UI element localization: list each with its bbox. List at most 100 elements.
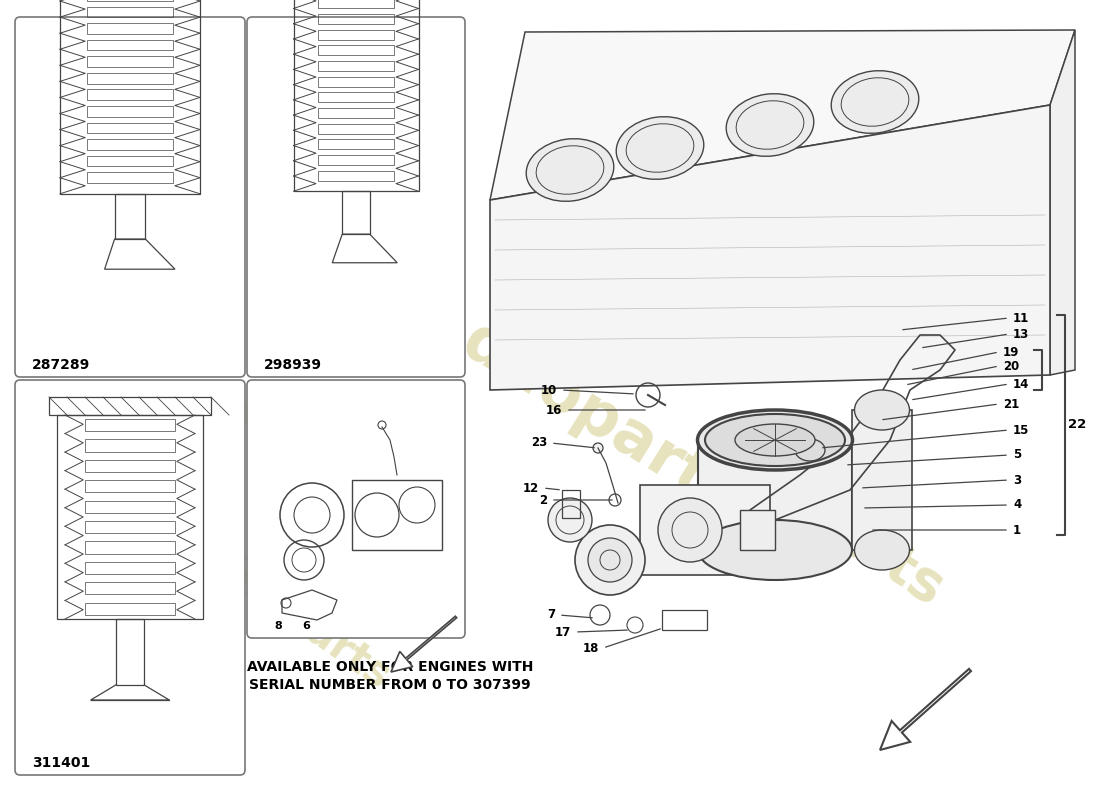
- Bar: [87, 73, 173, 84]
- Bar: [85, 521, 175, 534]
- Text: SERIAL NUMBER FROM 0 TO 307399: SERIAL NUMBER FROM 0 TO 307399: [250, 678, 531, 692]
- Circle shape: [658, 498, 722, 562]
- Text: 1: 1: [1013, 523, 1021, 537]
- Bar: [640, 485, 770, 575]
- Text: 18: 18: [583, 642, 600, 654]
- Text: duoparts: duoparts: [226, 382, 474, 578]
- FancyBboxPatch shape: [15, 380, 245, 775]
- Bar: [87, 56, 173, 67]
- FancyBboxPatch shape: [248, 380, 465, 638]
- Bar: [318, 155, 394, 165]
- Bar: [352, 480, 442, 550]
- Bar: [87, 172, 173, 183]
- Text: 19: 19: [1003, 346, 1020, 358]
- Bar: [662, 610, 707, 630]
- Bar: [318, 61, 394, 71]
- Text: 16: 16: [546, 403, 562, 417]
- Bar: [87, 6, 173, 18]
- Bar: [318, 108, 394, 118]
- Text: 21: 21: [1003, 398, 1020, 410]
- Text: 5: 5: [1013, 449, 1021, 462]
- Bar: [562, 490, 580, 518]
- Polygon shape: [490, 105, 1050, 390]
- Bar: [87, 90, 173, 100]
- Text: 13: 13: [1013, 327, 1030, 341]
- Text: 17: 17: [554, 626, 571, 638]
- Polygon shape: [490, 30, 1075, 200]
- FancyBboxPatch shape: [248, 17, 465, 377]
- Bar: [318, 14, 394, 24]
- Text: duoparts: duoparts: [201, 542, 398, 698]
- Text: AVAILABLE ONLY FOR ENGINES WITH: AVAILABLE ONLY FOR ENGINES WITH: [246, 660, 534, 674]
- Ellipse shape: [705, 414, 845, 466]
- FancyArrow shape: [390, 616, 456, 672]
- Text: 11: 11: [1013, 311, 1030, 325]
- Bar: [87, 106, 173, 117]
- Text: 6: 6: [302, 621, 310, 631]
- Ellipse shape: [855, 530, 910, 570]
- Polygon shape: [1050, 30, 1075, 375]
- Text: 14: 14: [1013, 378, 1030, 390]
- Bar: [318, 92, 394, 102]
- Circle shape: [548, 498, 592, 542]
- Bar: [85, 419, 175, 431]
- Text: 298939: 298939: [264, 358, 322, 372]
- Text: DUOPARTS: DUOPARTS: [900, 55, 1050, 79]
- Bar: [698, 440, 852, 550]
- Bar: [85, 562, 175, 574]
- Bar: [318, 0, 394, 9]
- Bar: [318, 30, 394, 40]
- FancyBboxPatch shape: [15, 17, 245, 377]
- Text: 8: 8: [274, 621, 282, 631]
- Circle shape: [575, 525, 645, 595]
- Circle shape: [593, 443, 603, 453]
- Text: 7: 7: [547, 609, 556, 622]
- Bar: [740, 510, 776, 550]
- Bar: [318, 46, 394, 55]
- Ellipse shape: [698, 520, 852, 580]
- Bar: [85, 439, 175, 452]
- Bar: [87, 139, 173, 150]
- Ellipse shape: [697, 410, 852, 470]
- Bar: [318, 77, 394, 86]
- Text: 3: 3: [1013, 474, 1021, 486]
- Bar: [85, 582, 175, 594]
- Text: 4: 4: [1013, 498, 1021, 511]
- Bar: [85, 542, 175, 554]
- Text: duoparts: duoparts: [450, 310, 750, 530]
- Ellipse shape: [616, 117, 704, 179]
- Bar: [85, 501, 175, 513]
- Bar: [85, 480, 175, 493]
- Text: 12: 12: [522, 482, 539, 494]
- Bar: [318, 170, 394, 181]
- Text: 2: 2: [539, 494, 547, 506]
- Bar: [50, 397, 211, 415]
- Ellipse shape: [526, 138, 614, 202]
- Bar: [114, 194, 145, 239]
- Bar: [318, 139, 394, 150]
- Bar: [85, 460, 175, 472]
- Bar: [87, 23, 173, 34]
- Text: 15: 15: [1013, 423, 1030, 437]
- Text: 311401: 311401: [32, 756, 90, 770]
- Text: 10: 10: [541, 383, 557, 397]
- Text: 23: 23: [530, 437, 547, 450]
- Bar: [87, 40, 173, 50]
- Ellipse shape: [832, 70, 918, 134]
- Bar: [87, 122, 173, 134]
- Ellipse shape: [726, 94, 814, 156]
- Bar: [852, 410, 912, 550]
- FancyArrow shape: [880, 669, 971, 750]
- Ellipse shape: [735, 424, 815, 456]
- Ellipse shape: [855, 390, 910, 430]
- Text: 20: 20: [1003, 359, 1020, 373]
- Text: 22: 22: [1068, 418, 1087, 431]
- Bar: [87, 156, 173, 166]
- Bar: [294, 0, 418, 191]
- Bar: [342, 191, 370, 234]
- Circle shape: [588, 538, 632, 582]
- Bar: [57, 415, 204, 619]
- Text: duoparts: duoparts: [686, 422, 954, 618]
- Bar: [318, 123, 394, 134]
- Text: 287289: 287289: [32, 358, 90, 372]
